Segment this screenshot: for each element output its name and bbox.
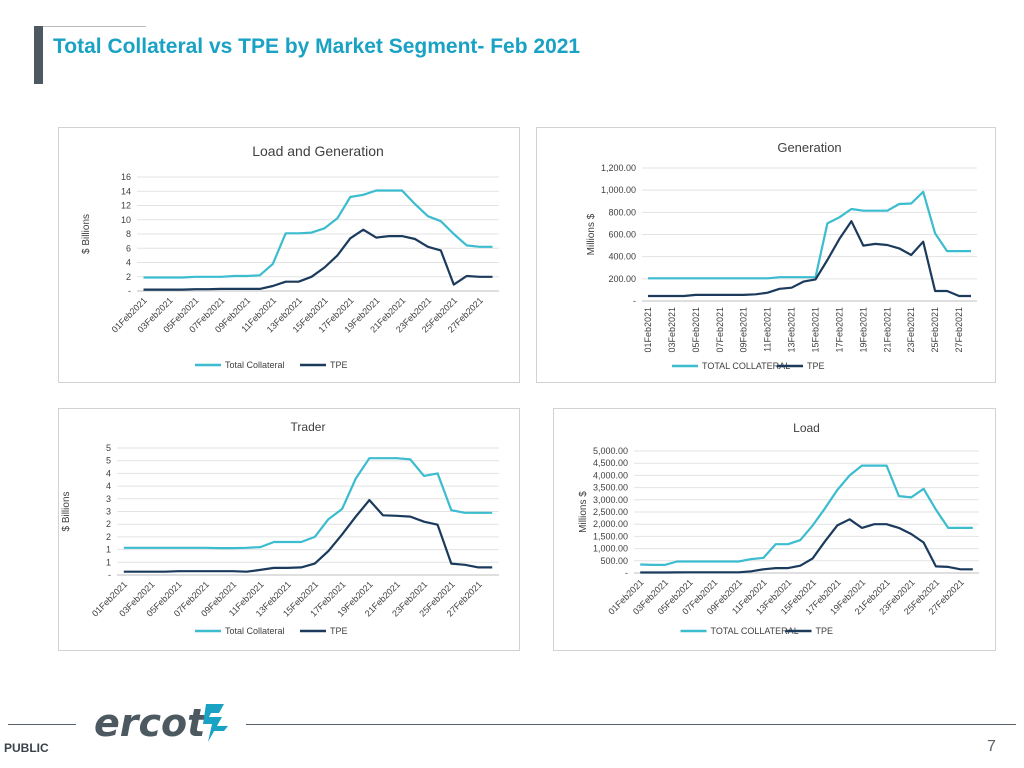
y-axis-label: Millions $ <box>586 213 597 255</box>
y-axis-label: $ Billions <box>61 491 72 531</box>
y-tick-label: 4,000.00 <box>593 470 628 480</box>
y-tick-label: 16 <box>121 172 131 182</box>
chart-title: Load and Generation <box>252 143 384 159</box>
x-tick-label: 05Feb2021 <box>691 307 701 353</box>
chart-panel-trader: Trader -1 1 2 2 3 3 4 4 5 5 $ Billions 01Feb2021 03Fe… <box>58 408 520 651</box>
chart-load-and-generation: Load and Generation - 2 4 6 8 10 12 14 16 $ Billio… <box>81 143 499 370</box>
legend-label: TPE <box>330 626 348 636</box>
x-tick-label: 19Feb2021 <box>858 307 868 353</box>
y-tick-label: 2 <box>126 272 131 282</box>
x-tick-label: 01Feb2021 <box>643 307 653 353</box>
y-tick-label: 4,500.00 <box>593 458 628 468</box>
legend-label: Total Collateral <box>225 626 285 636</box>
y-tick-label: 1,200.00 <box>601 163 636 173</box>
footer-rule-right <box>246 724 1016 725</box>
y-tick-label: - <box>108 570 111 580</box>
y-tick-label: 4 <box>106 481 111 491</box>
ercot-logo-text: ercot <box>94 701 207 745</box>
y-tick-label: 200.00 <box>608 274 636 284</box>
y-tick-label: 5 <box>106 456 111 466</box>
y-tick-label: 3 <box>106 494 111 504</box>
legend-label: Total Collateral <box>225 360 285 370</box>
ercot-logo: ercot <box>94 701 228 745</box>
series-line-total-collateral <box>648 190 971 280</box>
x-tick-label: 21Feb2021 <box>882 307 892 353</box>
legend-label: TPE <box>807 361 825 371</box>
x-tick-label: 23Feb2021 <box>906 307 916 353</box>
y-tick-label: 3,500.00 <box>593 483 628 493</box>
y-tick-label: 1 <box>106 557 111 567</box>
chart-panel-generation: Generation - 200.00 400.00 600.00 800.00 1,000… <box>536 127 996 383</box>
y-tick-label: 3 <box>106 507 111 517</box>
chart-panel-load: Load - 500.00 1,000.00 1,500.00 2,000.00 2,500… <box>553 408 996 651</box>
title-top-rule <box>34 26 146 27</box>
x-tick-label: 27Feb2021 <box>954 307 964 353</box>
y-tick-label: 400.00 <box>608 252 636 262</box>
y-tick-label: 2 <box>106 532 111 542</box>
y-tick-label: 8 <box>126 229 131 239</box>
y-tick-label: 4 <box>126 258 131 268</box>
series-line-total-collateral <box>640 464 973 566</box>
chart-title: Load <box>793 421 820 435</box>
y-tick-label: 2 <box>106 519 111 529</box>
x-tick-label: 03Feb2021 <box>667 307 677 353</box>
chart-panel-load-and-generation: Load and Generation - 2 4 6 8 10 12 14 16 $ Billio… <box>58 127 520 383</box>
y-tick-label: 1,000.00 <box>601 185 636 195</box>
chart-title: Trader <box>291 420 326 434</box>
y-tick-label: 3,000.00 <box>593 495 628 505</box>
y-tick-label: - <box>128 286 131 296</box>
x-tick-label: 15Feb2021 <box>810 307 820 353</box>
y-tick-label: 5,000.00 <box>593 446 628 456</box>
chart-title: Generation <box>777 140 841 155</box>
y-tick-label: 14 <box>121 186 131 196</box>
y-tick-label: - <box>633 296 636 306</box>
y-tick-label: 5 <box>106 443 111 453</box>
y-tick-label: 2,500.00 <box>593 507 628 517</box>
series-line-tpe <box>648 220 971 298</box>
y-tick-label: 1 <box>106 545 111 555</box>
x-tick-label: 13Feb2021 <box>787 307 797 353</box>
title-accent-bar <box>34 26 43 84</box>
x-tick-label: 11Feb2021 <box>763 307 773 352</box>
y-tick-label: 2,000.00 <box>593 519 628 529</box>
chart-generation: Generation - 200.00 400.00 600.00 800.00 1,000… <box>586 140 977 371</box>
series-line-tpe <box>143 228 493 291</box>
x-tick-label: 17Feb2021 <box>834 307 844 353</box>
y-tick-label: 500.00 <box>600 556 628 566</box>
y-tick-label: 1,000.00 <box>593 544 628 554</box>
legend-label: TPE <box>330 360 348 370</box>
chart-load: Load - 500.00 1,000.00 1,500.00 2,000.00 2,500… <box>578 421 979 636</box>
page-number: 7 <box>987 738 996 755</box>
footer-rule-left <box>8 724 76 725</box>
y-axis-label: $ Billions <box>81 214 92 254</box>
legend-label: TPE <box>816 626 834 636</box>
x-tick-label: 09Feb2021 <box>739 307 749 353</box>
series-line-total-collateral <box>143 189 493 279</box>
legend-label: TOTAL COLLATERAL <box>702 361 790 371</box>
page-title: Total Collateral vs TPE by Market Segmen… <box>53 35 581 58</box>
y-tick-label: 1,500.00 <box>593 531 628 541</box>
y-axis-label: Millions $ <box>578 491 589 533</box>
y-tick-label: 800.00 <box>608 207 636 217</box>
ercot-lightning-star-icon <box>203 704 228 742</box>
y-tick-label: 4 <box>106 468 111 478</box>
classification-label: PUBLIC <box>4 741 49 755</box>
y-tick-label: 12 <box>121 201 131 211</box>
series-line-tpe <box>123 499 493 573</box>
y-tick-label: 6 <box>126 243 131 253</box>
legend-label: TOTAL COLLATERAL <box>711 626 799 636</box>
y-tick-label: 10 <box>121 215 131 225</box>
series-line-total-collateral <box>123 457 493 550</box>
y-tick-label: 600.00 <box>608 230 636 240</box>
x-tick-label: 25Feb2021 <box>930 307 940 353</box>
series-line-tpe <box>640 518 973 574</box>
y-tick-label: - <box>625 568 628 578</box>
x-tick-label: 07Feb2021 <box>715 307 725 353</box>
